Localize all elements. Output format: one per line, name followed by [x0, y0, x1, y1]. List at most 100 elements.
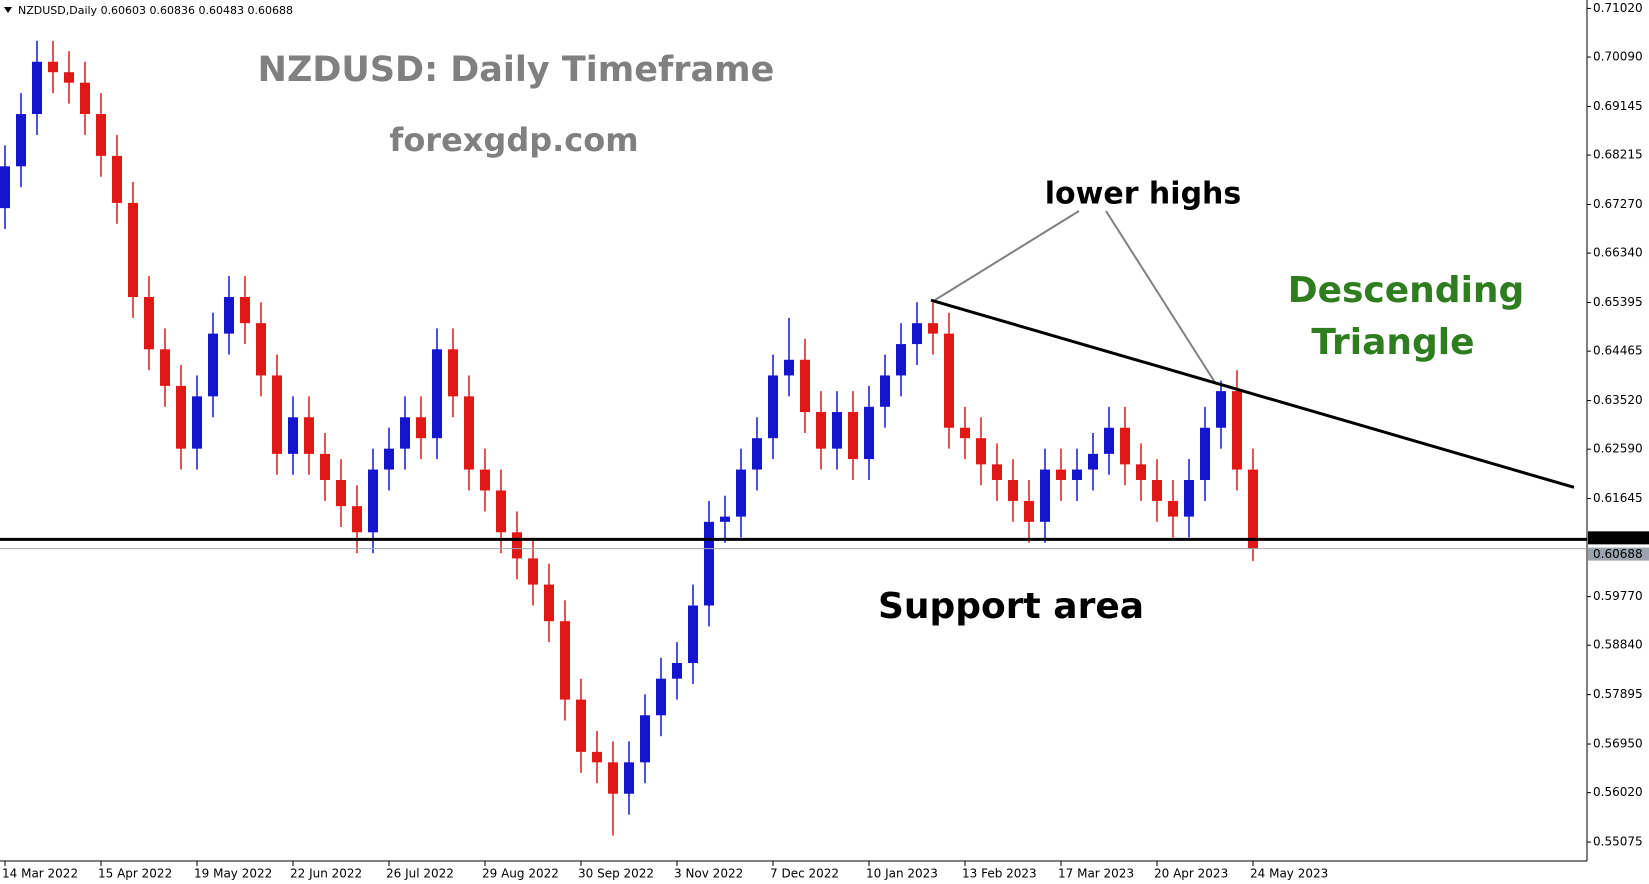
- candle-body: [736, 469, 746, 517]
- candle-body: [480, 469, 490, 491]
- candle-body: [896, 344, 906, 376]
- candle-body: [1136, 464, 1146, 481]
- candle-body: [720, 516, 730, 522]
- candle-body: [944, 333, 954, 428]
- candle-body: [432, 349, 442, 439]
- candle-body: [464, 396, 474, 470]
- y-tick-label: 0.69145: [1593, 99, 1643, 113]
- candle-body: [848, 412, 858, 460]
- candle-body: [832, 412, 842, 449]
- candle-body: [976, 438, 986, 465]
- y-tick-label: 0.56950: [1593, 737, 1643, 751]
- candle-body: [640, 715, 650, 763]
- candle-body: [1024, 500, 1034, 522]
- y-tick-label: 0.70090: [1593, 50, 1643, 64]
- candle-body: [1088, 453, 1098, 470]
- candle-body: [208, 333, 218, 397]
- candle-body: [240, 297, 250, 324]
- y-tick-label: 0.61645: [1593, 491, 1643, 505]
- x-tick-label: 17 Mar 2023: [1058, 867, 1134, 881]
- x-tick-label: 22 Jun 2022: [290, 867, 362, 881]
- candle-body: [144, 297, 154, 350]
- candle-body: [448, 349, 458, 397]
- candle-body: [1248, 469, 1258, 549]
- candle-body: [1232, 391, 1242, 470]
- candle-body: [16, 114, 26, 167]
- x-tick-label: 3 Nov 2022: [674, 867, 743, 881]
- candle-body: [80, 82, 90, 115]
- candle-body: [48, 61, 58, 73]
- candle-body: [512, 532, 522, 559]
- menu-arrow: [4, 7, 12, 13]
- candle-body: [960, 427, 970, 439]
- annotation: Triangle: [1311, 322, 1474, 363]
- candle-body: [304, 417, 314, 454]
- pointer-line: [934, 210, 1080, 301]
- candle-body: [1056, 469, 1066, 481]
- candle-body: [912, 323, 922, 345]
- y-tick-label: 0.63520: [1593, 393, 1643, 407]
- candle-body: [928, 323, 938, 334]
- candle-body: [1168, 500, 1178, 517]
- candle-body: [496, 490, 506, 533]
- candle-body: [656, 678, 666, 716]
- candle-body: [672, 663, 682, 679]
- candle-body: [272, 375, 282, 454]
- candle-body: [624, 762, 634, 794]
- candle-body: [880, 375, 890, 407]
- x-tick-label: 19 May 2022: [194, 867, 272, 881]
- candle-body: [416, 417, 426, 439]
- candle-body: [1008, 480, 1018, 501]
- candle-body: [336, 480, 346, 507]
- candle-body: [128, 202, 138, 298]
- price-box: [1588, 531, 1649, 545]
- candle-body: [368, 469, 378, 533]
- x-tick-label: 26 Jul 2022: [386, 867, 454, 881]
- candle-body: [320, 453, 330, 481]
- candle-body: [592, 751, 602, 763]
- y-tick-label: 0.55075: [1593, 835, 1643, 849]
- y-tick-label: 0.59770: [1593, 589, 1643, 603]
- annotation: Descending: [1288, 270, 1525, 311]
- candle-body: [560, 621, 570, 700]
- candle-body: [688, 605, 698, 664]
- candle-body: [1184, 480, 1194, 517]
- chart-subtitle: forexgdp.com: [389, 121, 638, 159]
- y-tick-label: 0.58840: [1593, 638, 1643, 652]
- y-tick-label: 0.64465: [1593, 344, 1643, 358]
- candle-body: [0, 166, 10, 209]
- x-tick-label: 24 May 2023: [1250, 867, 1328, 881]
- y-tick-label: 0.71020: [1593, 1, 1643, 15]
- candle-body: [112, 155, 122, 203]
- candle-body: [576, 699, 586, 752]
- candle-body: [864, 406, 874, 460]
- candle-body: [1152, 480, 1162, 501]
- candle-body: [256, 323, 266, 376]
- candle-body: [96, 114, 106, 156]
- candle-body: [192, 396, 202, 449]
- candle-body: [224, 297, 234, 334]
- pointer-line: [1105, 210, 1217, 385]
- x-tick-label: 7 Dec 2022: [770, 867, 839, 881]
- y-tick-label: 0.66340: [1593, 246, 1643, 260]
- price-label: 0.60688: [1593, 547, 1643, 561]
- chart-title: NZDUSD: Daily Timeframe: [258, 50, 775, 90]
- x-tick-label: 29 Aug 2022: [482, 867, 559, 881]
- y-tick-label: 0.56020: [1593, 785, 1643, 799]
- candle-body: [704, 521, 714, 606]
- candle-body: [800, 359, 810, 413]
- candle-body: [784, 359, 794, 376]
- candle-body: [1216, 391, 1226, 428]
- candle-body: [352, 506, 362, 533]
- candle-body: [64, 72, 74, 83]
- price-label: 0.60865: [1593, 531, 1643, 545]
- candle-body: [544, 584, 554, 622]
- chart-header: NZDUSD,Daily 0.60603 0.60836 0.60483 0.6…: [18, 4, 293, 17]
- x-tick-label: 14 Mar 2022: [2, 867, 78, 881]
- y-tick-label: 0.67270: [1593, 197, 1643, 211]
- candle-body: [288, 417, 298, 454]
- candle-body: [768, 375, 778, 439]
- candle-body: [1104, 427, 1114, 454]
- x-tick-label: 20 Apr 2023: [1154, 867, 1228, 881]
- candle-body: [1072, 469, 1082, 481]
